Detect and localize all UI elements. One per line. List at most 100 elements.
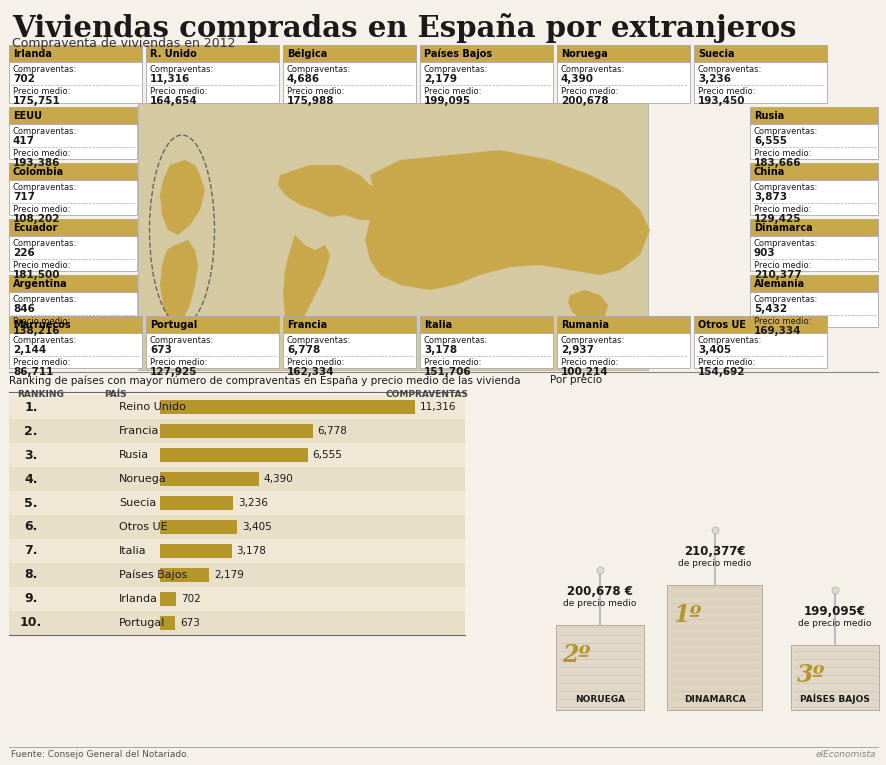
Bar (9, 587, 464, 611)
Text: 3,236: 3,236 (697, 74, 730, 84)
Text: 151,706: 151,706 (424, 367, 471, 377)
Text: Precio medio:: Precio medio: (13, 261, 70, 270)
Text: Rusia: Rusia (753, 110, 783, 121)
Bar (556, 316, 689, 368)
Bar (283, 316, 416, 333)
Bar (693, 316, 826, 333)
Text: Precio medio:: Precio medio: (424, 87, 481, 96)
Text: Por precio: Por precio (549, 375, 602, 385)
Text: Precio medio:: Precio medio: (753, 205, 811, 214)
Text: 6,555: 6,555 (753, 136, 786, 146)
Text: Compraventas:: Compraventas: (13, 183, 77, 192)
Bar (420, 316, 552, 368)
Text: Precio medio:: Precio medio: (13, 358, 70, 367)
Bar (9, 515, 464, 539)
Text: Irlanda: Irlanda (119, 594, 158, 604)
Bar (9, 219, 136, 271)
Text: Precio medio:: Precio medio: (753, 317, 811, 326)
Text: RANKING: RANKING (17, 390, 64, 399)
Text: Suecia: Suecia (119, 498, 156, 508)
Text: Portugal: Portugal (119, 618, 165, 628)
Text: Viviendas compradas en España por extranjeros: Viviendas compradas en España por extran… (12, 13, 796, 43)
Text: Países Bajos: Países Bajos (119, 570, 187, 580)
Text: R. Unido: R. Unido (150, 48, 197, 58)
Text: 11,316: 11,316 (420, 402, 456, 412)
Text: EEUU: EEUU (13, 110, 42, 121)
Bar (159, 568, 209, 582)
Bar (750, 163, 877, 215)
Text: 2.: 2. (24, 425, 38, 438)
Bar (159, 472, 259, 486)
Text: 2,179: 2,179 (424, 74, 456, 84)
Bar (146, 316, 279, 368)
Bar (283, 316, 416, 368)
Text: 127,925: 127,925 (150, 367, 198, 377)
Bar (9, 443, 464, 467)
Bar (556, 45, 689, 103)
Text: 702: 702 (13, 74, 35, 84)
Text: 226: 226 (13, 248, 35, 258)
Text: Compraventas:: Compraventas: (13, 127, 77, 136)
Bar (750, 107, 877, 159)
Text: 5,432: 5,432 (753, 304, 786, 314)
Text: 8.: 8. (24, 568, 37, 581)
Bar (556, 45, 689, 62)
Bar (159, 592, 175, 606)
Text: 154,692: 154,692 (697, 367, 744, 377)
Text: Francia: Francia (119, 426, 159, 436)
Text: Precio medio:: Precio medio: (753, 149, 811, 158)
Bar (693, 45, 826, 62)
Bar (138, 103, 648, 370)
Text: de precio medio: de precio medio (678, 559, 750, 568)
Text: 717: 717 (13, 192, 35, 202)
Text: 903: 903 (753, 248, 774, 258)
Text: Compraventas:: Compraventas: (150, 336, 214, 345)
Bar (420, 45, 552, 62)
Bar (159, 520, 237, 534)
Bar (9, 611, 464, 635)
Text: 6,778: 6,778 (287, 345, 320, 355)
Bar (159, 400, 415, 414)
Text: COMPRAVENTAS: COMPRAVENTAS (385, 390, 469, 399)
Polygon shape (567, 290, 607, 322)
Text: 175,988: 175,988 (287, 96, 334, 106)
Bar (9, 45, 142, 62)
Text: 3,873: 3,873 (753, 192, 786, 202)
Bar (9, 275, 136, 292)
Text: 181,500: 181,500 (13, 270, 60, 280)
Bar (9, 419, 464, 443)
Bar (9, 563, 464, 587)
Text: Precio medio:: Precio medio: (560, 358, 618, 367)
Text: 183,666: 183,666 (753, 158, 801, 168)
Text: 2,144: 2,144 (13, 345, 46, 355)
Text: 3.: 3. (24, 448, 37, 461)
Text: 1º: 1º (672, 603, 701, 627)
Text: Compraventas:: Compraventas: (424, 336, 487, 345)
Text: Rumania: Rumania (560, 320, 609, 330)
Bar (283, 45, 416, 62)
Text: Marruecos: Marruecos (13, 320, 71, 330)
Text: Ecuador: Ecuador (13, 223, 58, 233)
Text: Compraventas:: Compraventas: (150, 65, 214, 74)
Bar (146, 316, 279, 333)
Text: Compraventas:: Compraventas: (697, 65, 761, 74)
Text: Otros UE: Otros UE (697, 320, 745, 330)
Bar (420, 45, 552, 103)
Bar (146, 45, 279, 62)
Polygon shape (364, 150, 649, 290)
Text: 210,377: 210,377 (753, 270, 801, 280)
Text: 129,425: 129,425 (753, 214, 801, 224)
Bar (790, 645, 878, 710)
Text: 2º: 2º (562, 643, 590, 667)
Text: PAÍSES BAJOS: PAÍSES BAJOS (799, 694, 869, 704)
Text: Precio medio:: Precio medio: (13, 317, 70, 326)
Text: Compraventas:: Compraventas: (13, 295, 77, 304)
Text: 4,390: 4,390 (560, 74, 594, 84)
Text: Ranking de países con mayor número de compraventas en España y precio medio de l: Ranking de países con mayor número de co… (9, 375, 520, 386)
Text: Compraventas:: Compraventas: (560, 65, 625, 74)
Bar (556, 625, 643, 710)
Bar (9, 275, 136, 327)
Text: 6,778: 6,778 (317, 426, 347, 436)
Text: Precio medio:: Precio medio: (287, 87, 344, 96)
Text: 210,377€: 210,377€ (683, 545, 745, 558)
